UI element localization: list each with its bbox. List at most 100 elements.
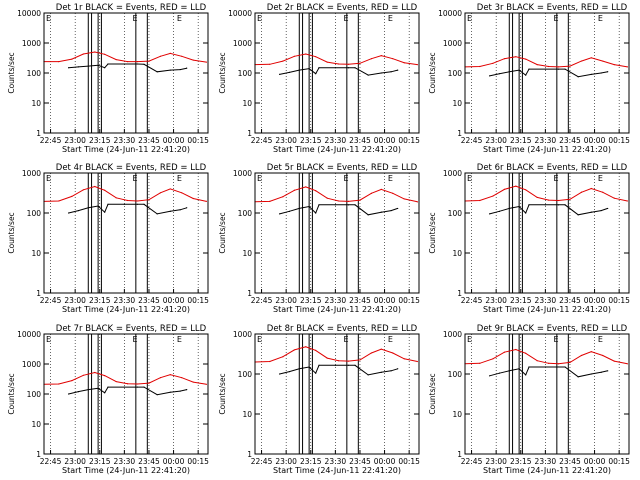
data-point [179,68,181,71]
data-point [489,375,491,377]
data-point [71,58,73,60]
x-tick-label: 00:00 [163,136,185,145]
data-point [293,349,295,351]
corner-label: E [257,14,262,23]
data-point [577,214,579,216]
x-tick-label: 00:15 [187,136,209,145]
data-point [87,65,89,67]
y-tick-label: 100 [27,390,42,399]
data-point [68,67,70,69]
data-point [169,52,171,55]
x-tick-label: 23:30 [114,457,136,466]
data-point [416,360,418,363]
panel-title: Det 4r BLACK = Events, RED = LLD [56,163,207,173]
data-point [104,392,106,394]
y-tick-label: 100 [238,209,253,218]
y-tick-label: 1 [36,289,41,298]
data-point [305,186,307,188]
data-point [479,362,481,364]
panel-title: Det 5r BLACK = Events, RED = LLD [267,163,418,173]
data-point [626,66,628,68]
series-line-events [489,204,608,216]
y-axis-label: Counts/sec [218,373,227,414]
data-point [416,64,418,66]
y-tick-label: 1 [247,129,252,138]
corner-label: E [388,335,393,344]
data-point [169,69,171,71]
data-point [397,368,399,370]
data-point [508,71,510,73]
data-point [326,197,328,199]
data-point [626,200,628,202]
x-tick-label: 23:30 [325,136,347,145]
data-point [305,53,307,55]
data-point [68,393,70,395]
series-line-lld [43,371,207,385]
data-point [136,60,139,63]
data-point [347,200,350,202]
data-point [503,351,505,353]
y-tick-label: 1000 [443,39,462,48]
series-line-events [68,386,187,396]
data-point [518,368,520,370]
data-point [390,370,392,372]
data-point [338,63,340,65]
data-point [390,209,392,212]
x-tick-label: 22:45 [461,136,483,145]
corner-label: E [554,335,559,344]
data-point [518,69,520,71]
plot-frame [254,172,420,294]
data-point [156,213,158,215]
data-point [508,370,510,372]
y-axis-label: Counts/sec [218,52,227,93]
corner-label: E [467,14,472,23]
data-point [282,356,284,358]
data-point [380,211,382,213]
x-tick-label: 00:15 [187,457,209,466]
data-point [315,212,317,214]
series-line-events [68,63,187,73]
data-point [392,352,394,354]
corner-label: E [554,14,559,23]
plot-frame [43,172,209,294]
data-point [347,204,350,206]
y-tick-label: 1 [247,289,252,298]
plot-frame [254,12,420,134]
x-tick-label: 23:45 [349,296,371,305]
data-point [525,189,527,191]
data-point [279,373,281,375]
y-tick-label: 10 [452,99,462,108]
panel-title: Det 2r BLACK = Events, RED = LLD [267,3,418,13]
corner-label: E [177,174,182,183]
x-tick-label: 22:45 [40,296,62,305]
data-point [390,71,392,73]
data-point [127,383,129,385]
data-point [354,204,356,206]
y-tick-label: 1000 [233,169,252,178]
y-tick-label: 100 [27,69,42,78]
data-point [269,63,271,65]
data-point [305,346,307,348]
data-point [334,364,336,366]
data-point [315,190,317,192]
x-tick-label: 23:15 [300,136,322,145]
x-tick-label: 23:15 [89,136,111,145]
data-point [590,351,592,353]
data-point [288,210,291,212]
data-point [359,62,361,64]
data-point [143,203,145,205]
data-point [397,207,399,210]
data-point [107,386,109,388]
data-point [104,211,106,213]
data-point [580,60,583,62]
data-point [104,67,106,69]
data-point [169,374,171,376]
corner-label: E [598,174,603,183]
data-point [104,53,106,55]
data-point [136,203,139,205]
x-tick-label: 23:30 [535,457,557,466]
data-point [548,362,550,364]
data-point [580,354,583,357]
x-tick-label: 23:45 [138,136,160,145]
